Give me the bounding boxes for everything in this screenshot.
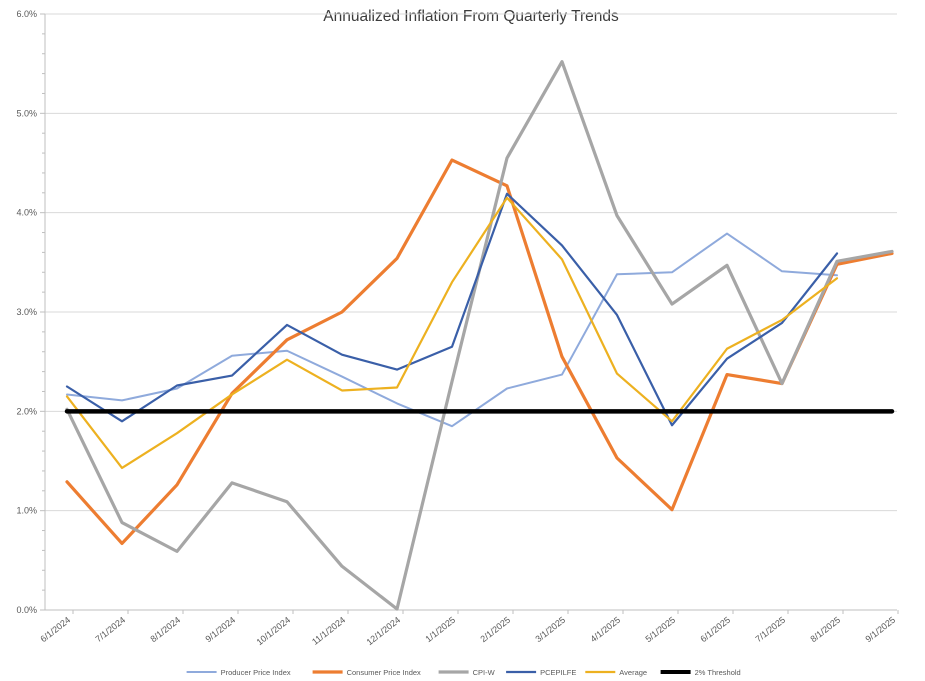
series-line-average xyxy=(65,196,839,470)
x-tick-label-5-1-2025: 5/1/2025 xyxy=(643,615,677,644)
series-line-cpi-w xyxy=(65,60,894,611)
legend-label-consumer-price-index: Consumer Price Index xyxy=(347,668,421,677)
legend-label-average: Average xyxy=(619,668,647,677)
legend-item-average: Average xyxy=(585,668,647,677)
x-tick-label-3-1-2025: 3/1/2025 xyxy=(533,615,567,644)
x-tick-label-1-1-2025: 1/1/2025 xyxy=(423,615,457,644)
x-tick-label-2-1-2025: 2/1/2025 xyxy=(478,615,512,644)
series-layer xyxy=(64,60,895,611)
legend-item-2-threshold: 2% Threshold xyxy=(660,668,741,677)
legend: Producer Price Index Consumer Price Index… xyxy=(186,668,741,677)
y-tick-label-2-0: 2.0% xyxy=(16,406,37,416)
x-tick-label-6-1-2024: 6/1/2024 xyxy=(38,615,72,644)
series-line-producer-price-index xyxy=(66,232,838,428)
x-tick-label-8-1-2025: 8/1/2025 xyxy=(808,615,842,644)
y-tick-label-0-0: 0.0% xyxy=(16,605,37,615)
x-tick-label-4-1-2025: 4/1/2025 xyxy=(588,615,622,644)
legend-label-2-threshold: 2% Threshold xyxy=(695,668,741,677)
legend-item-producer-price-index: Producer Price Index xyxy=(186,668,291,677)
x-tick-label-8-1-2024: 8/1/2024 xyxy=(148,615,182,644)
y-tick-label-1-0: 1.0% xyxy=(16,506,37,516)
series-line-consumer-price-index xyxy=(65,158,894,546)
x-tick-label-12-1-2024: 12/1/2024 xyxy=(365,615,403,648)
series-line-pcepilfe xyxy=(65,192,839,427)
x-tick-label-7-1-2025: 7/1/2025 xyxy=(753,615,787,644)
x-tick-label-10-1-2024: 10/1/2024 xyxy=(255,615,293,648)
legend-label-cpi-w: CPI-W xyxy=(473,668,496,677)
x-tick-label-11-1-2024: 11/1/2024 xyxy=(310,615,347,647)
y-tick-label-6-0: 6.0% xyxy=(16,9,37,19)
x-tick-label-6-1-2025: 6/1/2025 xyxy=(698,615,732,644)
x-tick-label-9-1-2024: 9/1/2024 xyxy=(203,615,237,644)
y-tick-label-5-0: 5.0% xyxy=(16,108,37,118)
y-tick-label-4-0: 4.0% xyxy=(16,208,37,218)
chart-title: Annualized Inflation From Quarterly Tren… xyxy=(323,8,619,25)
legend-label-producer-price-index: Producer Price Index xyxy=(221,668,291,677)
legend-item-cpi-w: CPI-W xyxy=(438,668,496,677)
y-tick-label-3-0: 3.0% xyxy=(16,307,37,317)
legend-item-consumer-price-index: Consumer Price Index xyxy=(312,668,421,677)
legend-label-pcepilfe: PCEPILFE xyxy=(540,668,576,677)
x-tick-label-9-1-2025: 9/1/2025 xyxy=(863,615,897,644)
legend-item-pcepilfe: PCEPILFE xyxy=(506,668,576,677)
x-tick-label-7-1-2024: 7/1/2024 xyxy=(93,615,127,644)
